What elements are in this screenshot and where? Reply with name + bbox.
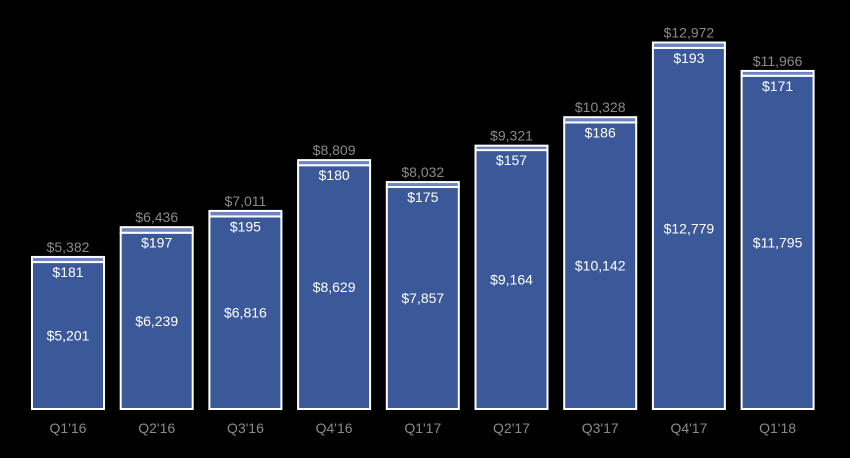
total-label: $8,032 [401, 164, 444, 180]
data-label-top: $195 [230, 218, 261, 234]
bar-segment-top [651, 41, 726, 49]
data-label-top: $197 [141, 235, 172, 251]
data-label-top: $186 [585, 124, 616, 140]
total-label: $9,321 [490, 128, 533, 144]
total-label: $6,436 [135, 209, 178, 225]
x-tick-label: Q1'17 [404, 420, 441, 436]
bar-segment-main [474, 149, 549, 410]
bar-segment-main [385, 186, 460, 410]
bar-segment-main [31, 261, 105, 410]
bar-segment-main [119, 231, 194, 410]
data-label-main: $5,201 [47, 328, 90, 344]
bar-segment-top [119, 226, 194, 234]
data-label-top: $157 [496, 152, 527, 168]
total-label: $11,966 [753, 53, 803, 69]
bars-group [31, 41, 815, 411]
bar-segment-main [563, 121, 638, 410]
x-tick-label: Q4'16 [316, 420, 353, 436]
x-tick-label: Q3'17 [582, 420, 619, 436]
bar-segment-main [740, 74, 815, 410]
x-tick-label: Q3'16 [227, 420, 264, 436]
bar-segment-top [563, 116, 638, 124]
bar-segment-top [297, 159, 372, 167]
bar-segment-top [31, 255, 105, 264]
data-label-main: $6,239 [135, 313, 178, 329]
x-tick-label: Q1'16 [50, 420, 87, 436]
total-label: $12,972 [664, 25, 715, 41]
bar-segment-top [474, 144, 549, 152]
total-label: $8,809 [313, 142, 356, 158]
data-label-top: $175 [407, 189, 438, 205]
labels-group: $5,201 $181 $5,382 Q1'16 $6,239 $197 $6,436 Q2'… [47, 25, 803, 436]
x-tick-label: Q4'17 [670, 420, 707, 436]
bar-segment-main [208, 215, 283, 410]
total-label: $10,328 [575, 99, 626, 115]
data-label-main: $12,779 [664, 220, 715, 236]
data-label-top: $193 [673, 50, 704, 66]
bar-segment-top [208, 209, 283, 218]
total-label: $5,382 [47, 239, 90, 255]
x-tick-label: Q2'16 [138, 420, 175, 436]
bar-segment-top [740, 69, 815, 77]
data-label-main: $10,142 [575, 258, 626, 274]
data-label-top: $181 [52, 264, 83, 280]
total-label: $7,011 [225, 193, 267, 209]
data-label-main: $8,629 [313, 279, 356, 295]
bar-segment-top [385, 181, 460, 189]
data-label-main: $11,795 [753, 234, 803, 250]
data-label-main: $7,857 [401, 290, 444, 306]
x-tick-label: Q2'17 [493, 420, 530, 436]
data-label-main: $6,816 [224, 305, 267, 321]
data-label-main: $9,164 [490, 272, 533, 288]
x-tick-label: Q1'18 [759, 420, 796, 436]
data-label-top: $171 [762, 78, 793, 94]
data-label-top: $180 [319, 167, 350, 183]
